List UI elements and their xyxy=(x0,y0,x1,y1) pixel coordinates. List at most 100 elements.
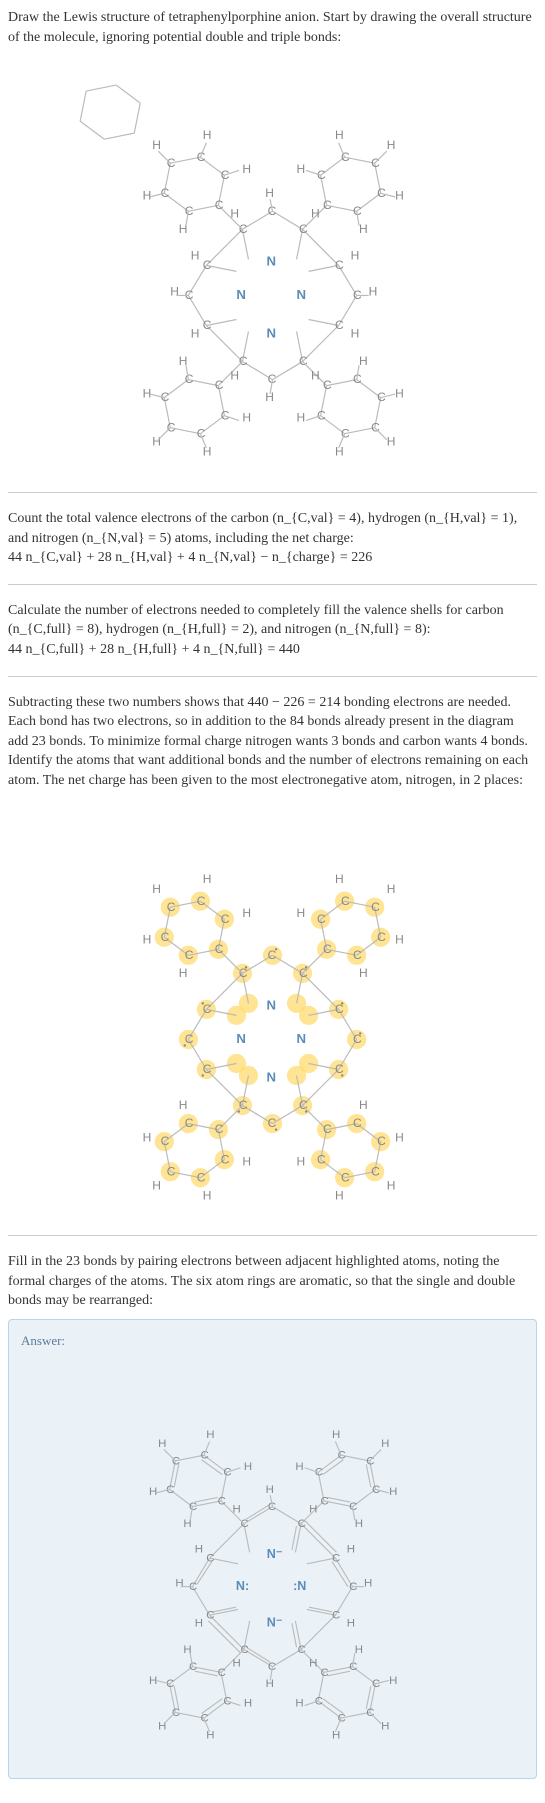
svg-text:H: H xyxy=(232,1658,240,1670)
svg-text:H: H xyxy=(170,285,179,299)
answer-label: Answer: xyxy=(21,1332,524,1350)
svg-text:C: C xyxy=(335,1062,344,1076)
svg-text:H: H xyxy=(158,1438,166,1450)
svg-text:H: H xyxy=(242,905,251,919)
svg-text:H: H xyxy=(179,1098,188,1112)
svg-text:N: N xyxy=(266,254,276,269)
svg-text:H: H xyxy=(232,1504,240,1516)
svg-text:C: C xyxy=(323,1122,332,1136)
svg-text:H: H xyxy=(387,881,396,895)
svg-text:H: H xyxy=(230,369,239,383)
svg-text:C: C xyxy=(215,378,224,392)
svg-text:H: H xyxy=(206,1429,214,1441)
svg-text:H: H xyxy=(152,435,161,449)
svg-text:C: C xyxy=(200,1450,208,1462)
svg-text:H: H xyxy=(335,872,344,886)
svg-text:H: H xyxy=(244,1461,252,1473)
structure-diagram-3: N⁻ :N N⁻ xyxy=(21,1358,524,1758)
svg-text:C: C xyxy=(161,1134,170,1148)
svg-text:C: C xyxy=(335,318,344,332)
svg-text:C: C xyxy=(239,1098,248,1112)
svg-text:C: C xyxy=(332,1553,340,1565)
phenyl-upper-left-corner xyxy=(80,85,140,139)
svg-text:H: H xyxy=(295,1698,303,1710)
svg-text:N: N xyxy=(236,287,246,302)
svg-text:H: H xyxy=(359,1098,368,1112)
svg-text:C: C xyxy=(206,1610,214,1622)
svg-text:H: H xyxy=(266,1484,274,1496)
svg-text:N: N xyxy=(236,1031,246,1046)
svg-text:H: H xyxy=(244,1698,252,1710)
svg-text:C: C xyxy=(315,1467,323,1479)
svg-text:C: C xyxy=(239,354,248,368)
svg-text:H: H xyxy=(206,1730,214,1742)
svg-text:H: H xyxy=(355,1644,363,1656)
svg-text:H: H xyxy=(311,206,320,220)
svg-text:H: H xyxy=(351,327,360,341)
valence-equation: 44 n_{C,val} + 28 n_{H,val} + 4 n_{N,val… xyxy=(8,548,537,568)
svg-text:H: H xyxy=(297,162,306,176)
svg-text:C: C xyxy=(185,1032,194,1046)
svg-text:H: H xyxy=(395,387,404,401)
svg-text:C: C xyxy=(323,378,332,392)
svg-text:H: H xyxy=(309,1504,317,1516)
svg-text:C: C xyxy=(189,1501,197,1513)
svg-text:H: H xyxy=(309,1658,317,1670)
svg-text:H: H xyxy=(191,327,200,341)
svg-text:C: C xyxy=(167,899,176,913)
svg-text:C: C xyxy=(215,198,224,212)
svg-text:C: C xyxy=(161,186,170,200)
svg-text:C: C xyxy=(203,1062,212,1076)
svg-text:C: C xyxy=(166,1678,174,1690)
svg-text:H: H xyxy=(359,965,368,979)
svg-text:C: C xyxy=(206,1553,214,1565)
svg-text:N: N xyxy=(297,1031,307,1046)
svg-text:C: C xyxy=(203,1001,212,1015)
svg-text:H: H xyxy=(203,128,212,142)
divider-3 xyxy=(8,676,537,677)
svg-text:C: C xyxy=(372,1678,380,1690)
svg-text:N⁻: N⁻ xyxy=(267,1616,283,1630)
svg-text:H: H xyxy=(347,1544,355,1556)
svg-text:C: C xyxy=(268,1116,277,1130)
svg-text:C: C xyxy=(332,1610,340,1622)
svg-text:C: C xyxy=(317,911,326,925)
svg-text:H: H xyxy=(265,186,274,200)
svg-text:C: C xyxy=(185,372,194,386)
svg-text:H: H xyxy=(332,1429,340,1441)
svg-text:H: H xyxy=(335,1188,344,1202)
svg-text:H: H xyxy=(297,905,306,919)
svg-text:H: H xyxy=(351,249,360,263)
intro-text: Draw the Lewis structure of tetraphenylp… xyxy=(8,8,537,47)
svg-text:C: C xyxy=(338,1450,346,1462)
svg-text:H: H xyxy=(195,1618,203,1630)
svg-text:H: H xyxy=(381,1438,389,1450)
svg-text:C: C xyxy=(323,941,332,955)
svg-text:C: C xyxy=(215,1122,224,1136)
svg-text:C: C xyxy=(218,1667,226,1679)
svg-text:C: C xyxy=(197,426,206,440)
valence-section: Count the total valence electrons of the… xyxy=(8,509,537,568)
svg-text:C: C xyxy=(240,1518,248,1530)
svg-text:C: C xyxy=(353,1116,362,1130)
svg-text:C: C xyxy=(197,150,206,164)
svg-text:C: C xyxy=(341,893,350,907)
svg-text:C: C xyxy=(185,204,194,218)
svg-text:C: C xyxy=(377,1134,386,1148)
svg-text:H: H xyxy=(191,249,200,263)
svg-text:H: H xyxy=(355,1518,363,1530)
svg-text:C: C xyxy=(353,947,362,961)
svg-text:C: C xyxy=(167,156,176,170)
structure-diagram-2: N N N N C C C C C C C xyxy=(8,799,537,1220)
electron-dots xyxy=(184,948,362,1131)
final-section: Fill in the 23 bonds by pairing electron… xyxy=(8,1252,537,1779)
svg-text:C: C xyxy=(161,929,170,943)
svg-text:C: C xyxy=(172,1456,180,1468)
svg-text:C: C xyxy=(239,222,248,236)
macrocycle-final: N⁻ :N N⁻ xyxy=(189,1501,357,1673)
svg-text:H: H xyxy=(311,369,320,383)
svg-text:H: H xyxy=(265,390,274,404)
svg-text:C: C xyxy=(341,1170,350,1184)
svg-text:H: H xyxy=(175,1578,183,1590)
answer-box: Answer: N⁻ :N xyxy=(8,1319,537,1779)
